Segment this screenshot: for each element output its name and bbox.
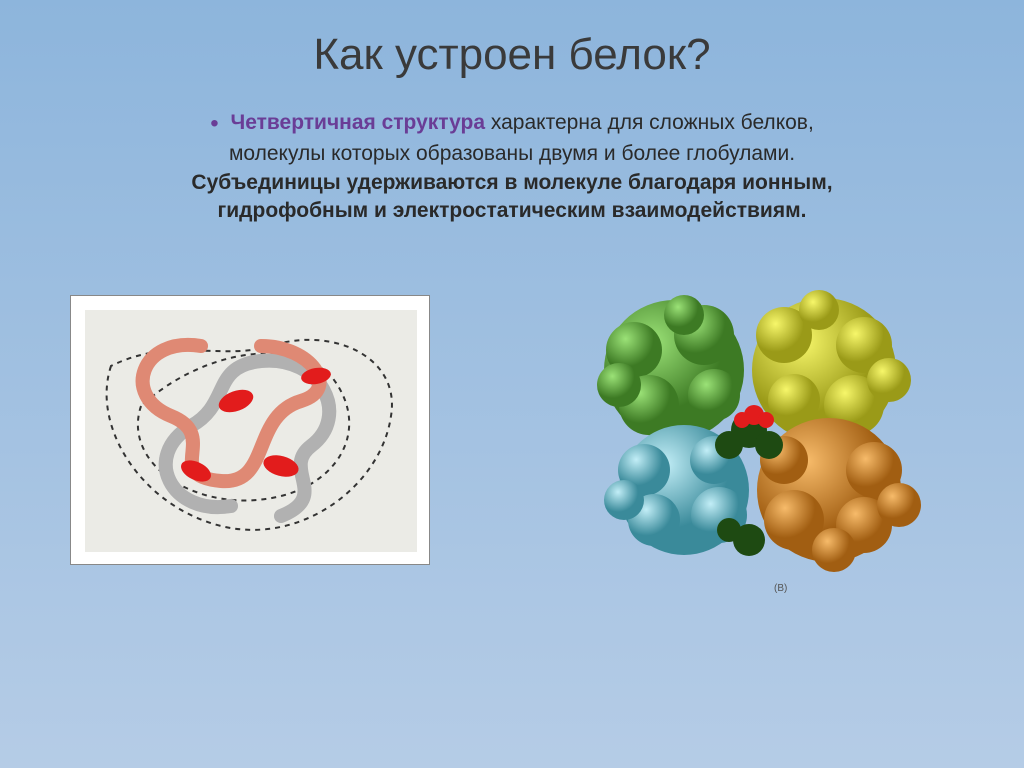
ribbon-diagram-frame [70, 295, 430, 565]
body-text: • Четвертичная структура характерна для … [82, 108, 942, 225]
surface-model: (B) [554, 280, 954, 580]
text-line-2: молекулы которых образованы двумя и боле… [82, 140, 942, 168]
text-line-4: гидрофобным и электростатическим взаимод… [82, 197, 942, 225]
line1-rest: характерна для сложных белков, [485, 111, 814, 134]
page-title: Как устроен белок? [50, 30, 974, 80]
bullet-icon: • [210, 108, 218, 140]
highlight-term: Четвертичная структура [230, 111, 485, 134]
surface-model-svg [554, 280, 954, 580]
surface-model-caption: (B) [774, 583, 787, 594]
subunit-alpha1 [597, 295, 744, 440]
image-row: (B) [50, 280, 974, 580]
text-line-3: Субъединицы удерживаются в молекуле благ… [82, 169, 942, 197]
ribbon-diagram-svg [81, 306, 421, 556]
text-line-1: • Четвертичная структура характерна для … [82, 108, 942, 140]
slide: Как устроен белок? • Четвертичная структ… [0, 0, 1024, 768]
